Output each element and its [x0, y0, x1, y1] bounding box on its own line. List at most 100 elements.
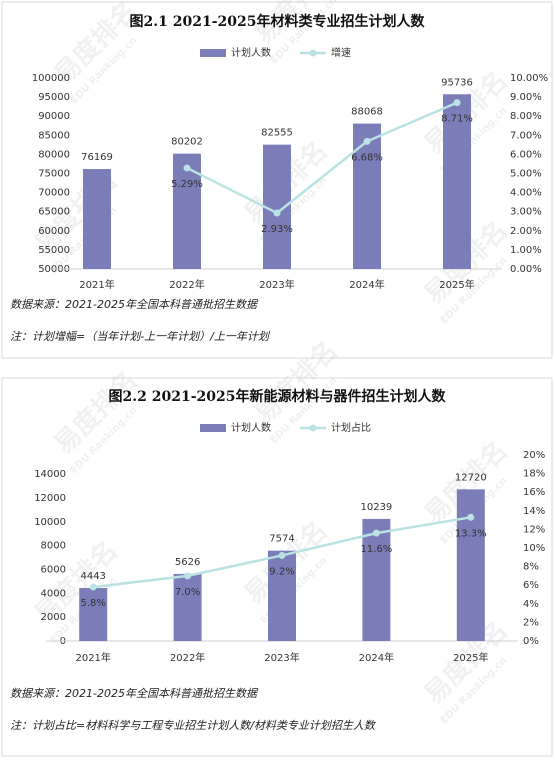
x-tick-label: 2025年	[453, 651, 488, 664]
bar	[173, 573, 202, 641]
line-value-label: 5.29%	[171, 179, 203, 190]
y2-tick-label: 9.00%	[510, 92, 542, 103]
bar-value-label: 10239	[360, 502, 392, 513]
source-note: 注：计划增幅=（当年计划-上一年计划）/上一年计划	[10, 330, 271, 343]
legend-label: 计划人数	[231, 421, 271, 434]
y2-tick-label: 0.00%	[510, 264, 542, 275]
y2-tick-label: 0%	[523, 636, 539, 647]
line-point	[467, 513, 475, 521]
x-tick-label: 2022年	[170, 651, 205, 664]
line-value-label: 9.2%	[269, 566, 294, 577]
x-tick-label: 2025年	[439, 278, 474, 291]
legend-swatch	[309, 424, 317, 432]
bar	[456, 489, 485, 641]
y-tick-label: 95000	[38, 92, 70, 103]
bar-value-label: 7574	[269, 534, 294, 545]
y-tick-label: 60000	[38, 226, 70, 237]
line-value-label: 8.71%	[441, 114, 473, 125]
y2-tick-label: 6%	[523, 580, 539, 591]
y2-tick-label: 12%	[523, 524, 545, 535]
chart-title: 图2.2 2021-2025年新能源材料与器件招生计划人数	[109, 388, 447, 405]
y-tick-label: 85000	[38, 130, 70, 141]
y2-tick-label: 6.00%	[510, 149, 542, 160]
x-tick-label: 2023年	[259, 278, 294, 291]
line-point	[273, 209, 281, 217]
y-tick-label: 65000	[38, 207, 70, 218]
bar	[268, 550, 296, 641]
bar	[443, 94, 471, 269]
legend-swatch	[200, 424, 226, 432]
y2-tick-label: 4.00%	[510, 188, 542, 199]
bar	[362, 518, 391, 641]
line-value-label: 13.3%	[455, 528, 487, 539]
line-point	[89, 583, 97, 591]
bar	[83, 169, 111, 269]
y-tick-label: 80000	[38, 149, 70, 160]
bar-value-label: 82555	[261, 128, 293, 139]
y-tick-label: 2000	[41, 612, 66, 623]
y-tick-label: 12000	[34, 493, 66, 504]
line-point	[372, 529, 380, 537]
y-tick-label: 6000	[41, 564, 66, 575]
y2-tick-label: 4%	[523, 599, 539, 610]
line-value-label: 5.8%	[80, 598, 105, 609]
bar	[79, 588, 108, 641]
x-tick-label: 2024年	[359, 651, 394, 664]
y2-tick-label: 7.00%	[510, 130, 542, 141]
y2-tick-label: 2.00%	[510, 226, 542, 237]
x-tick-label: 2023年	[264, 651, 299, 664]
y2-tick-label: 1.00%	[510, 245, 542, 256]
source-note: 注：计划占比=材料科学与工程专业招生计划人数/材料类专业计划招生人数	[10, 719, 377, 732]
line-point	[363, 137, 371, 145]
y2-tick-label: 10%	[523, 543, 545, 554]
y2-tick-label: 16%	[523, 487, 545, 498]
bar-value-label: 95736	[441, 77, 473, 88]
x-tick-label: 2021年	[75, 651, 110, 664]
bar	[353, 123, 381, 270]
line	[186, 101, 458, 215]
y2-tick-label: 3.00%	[510, 207, 542, 218]
y-tick-label: 70000	[38, 188, 70, 199]
y2-tick-label: 14%	[523, 506, 545, 517]
y-tick-label: 10000	[34, 517, 66, 528]
y2-tick-label: 10.00%	[510, 73, 548, 84]
legend-swatch	[200, 49, 226, 57]
y-tick-label: 14000	[34, 469, 66, 480]
legend-label: 增速	[331, 46, 351, 59]
y-tick-label: 55000	[38, 245, 70, 256]
source-note: 数据来源：2021-2025年全国本科普通批招生数据	[10, 687, 259, 700]
line-value-label: 7.0%	[175, 587, 200, 598]
y-tick-label: 8000	[41, 541, 66, 552]
line-point	[278, 551, 286, 559]
y2-tick-label: 8.00%	[510, 111, 542, 122]
y2-tick-label: 18%	[523, 469, 545, 480]
bar-value-label: 76169	[81, 152, 113, 163]
line-point	[183, 164, 191, 172]
y2-tick-label: 20%	[523, 450, 545, 461]
x-tick-label: 2024年	[349, 278, 384, 291]
line-point	[453, 99, 461, 107]
x-tick-label: 2021年	[79, 278, 114, 291]
y2-tick-label: 8%	[523, 562, 539, 573]
source-note: 数据来源：2021-2025年全国本科普通批招生数据	[10, 298, 259, 311]
y2-tick-label: 2%	[523, 617, 539, 628]
line-point	[184, 572, 192, 580]
bar-value-label: 4443	[80, 571, 105, 582]
y-tick-label: 75000	[38, 169, 70, 180]
legend-swatch	[309, 49, 317, 57]
legend-label: 计划人数	[231, 46, 271, 59]
bar-value-label: 5626	[175, 557, 200, 568]
bar-value-label: 80202	[171, 137, 203, 148]
line-value-label: 11.6%	[361, 544, 393, 555]
legend-label: 计划占比	[331, 421, 371, 434]
x-tick-label: 2022年	[169, 278, 204, 291]
chart-title: 图2.1 2021-2025年材料类专业招生计划人数	[130, 13, 426, 30]
y-tick-label: 90000	[38, 111, 70, 122]
bar-value-label: 12720	[455, 472, 487, 483]
y2-tick-label: 5.00%	[510, 169, 542, 180]
line-value-label: 6.68%	[351, 152, 383, 163]
y-tick-label: 100000	[32, 73, 70, 84]
y-tick-label: 4000	[41, 588, 66, 599]
